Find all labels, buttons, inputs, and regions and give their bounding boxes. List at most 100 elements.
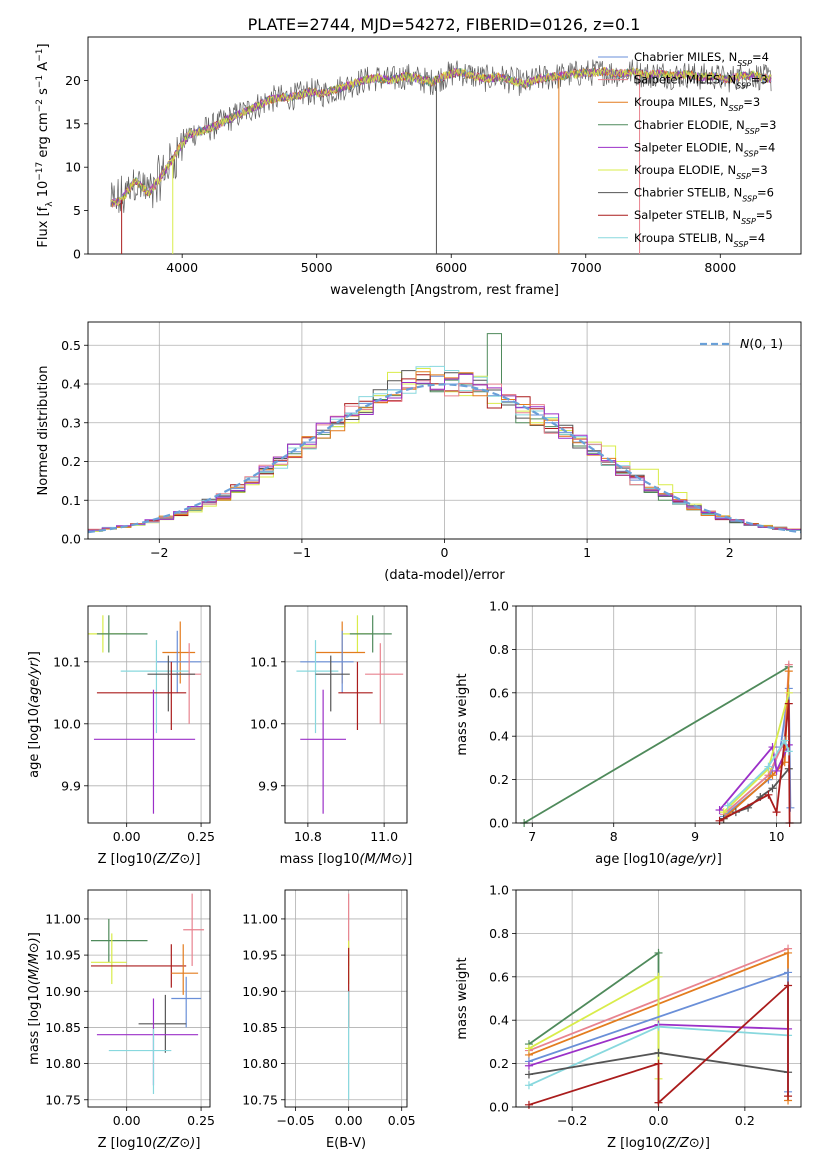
weight-marker <box>654 1098 663 1107</box>
y-tick-label: 0.8 <box>489 642 509 657</box>
y-tick-label: 10.80 <box>45 1056 81 1071</box>
y-tick-label: 0.1 <box>61 493 81 508</box>
y-tick-label: 10.0 <box>53 716 81 731</box>
weight-marker <box>654 948 663 957</box>
x-tick-label: 11.0 <box>370 829 398 844</box>
weight-line <box>528 951 660 1103</box>
weight-marker <box>772 766 781 775</box>
weight-marker <box>784 699 793 708</box>
weight-marker <box>654 1022 663 1031</box>
legend-label: Kroupa MILES, NSSP=3 <box>634 95 760 113</box>
legend-label: Kroupa STELIB, NSSP=4 <box>634 231 765 249</box>
x-tick-label: 10 <box>769 829 785 844</box>
errorbar-group <box>90 893 205 1094</box>
weight-marker <box>784 968 793 977</box>
y-tick-label: 0.2 <box>61 454 81 469</box>
y-axis-label: mass weight <box>455 957 470 1039</box>
x-axis-label: wavelength [Angstrom, rest frame] <box>330 283 559 298</box>
y-tick-label: 0.6 <box>489 969 509 984</box>
weight-marker <box>524 1044 533 1053</box>
weight-marker <box>784 747 793 756</box>
y-tick-label: 9.9 <box>258 778 278 793</box>
legend-label: Chabrier MILES, NSSP=4 <box>634 50 769 68</box>
x-axis-label: (data-model)/error <box>384 568 505 583</box>
weight-marker <box>764 762 773 771</box>
x-axis-label: E(B-V) <box>326 1136 366 1151</box>
plot-frame <box>87 321 802 540</box>
y-tick-label: 10 <box>65 160 81 175</box>
y-tick-label: 10.85 <box>45 1020 81 1035</box>
y-tick-label: 0.4 <box>61 377 81 392</box>
y-tick-label: 10.85 <box>242 1020 278 1035</box>
plot-frame <box>515 889 802 1108</box>
x-tick-label: 0.25 <box>187 829 215 844</box>
x-tick-label: 0.25 <box>187 1113 215 1128</box>
y-tick-label: 10.80 <box>242 1056 278 1071</box>
y-tick-label: 0.8 <box>489 926 509 941</box>
y-tick-label: 10.0 <box>250 716 278 731</box>
legend-label: N(0, 1) <box>740 336 783 351</box>
y-tick-label: 5 <box>73 203 81 218</box>
errorbar-group <box>296 615 404 814</box>
legend-label: Salpeter STELIB, NSSP=5 <box>634 208 773 226</box>
y-tick-label: 11.00 <box>242 911 278 926</box>
x-tick-label: 0.2 <box>735 1113 755 1128</box>
x-tick-label: 0.05 <box>388 1113 416 1128</box>
weight-marker <box>768 771 777 780</box>
x-tick-label: 10.8 <box>294 829 322 844</box>
x-axis-label: mass [log10(M/M⊙)] <box>280 852 413 867</box>
weight-marker <box>715 816 724 825</box>
plot-frame <box>87 889 211 1108</box>
x-tick-label: 5000 <box>301 260 333 275</box>
y-tick-label: 10.90 <box>45 984 81 999</box>
x-tick-label: 8000 <box>704 260 736 275</box>
x-tick-label: 7000 <box>570 260 602 275</box>
weight-line <box>727 738 790 807</box>
weight-marker <box>784 948 793 957</box>
weight-marker <box>715 805 724 814</box>
histogram-step <box>88 380 801 530</box>
legend-label: Chabrier STELIB, NSSP=6 <box>634 186 774 204</box>
errorbar-group <box>88 615 202 814</box>
x-tick-label: 1 <box>583 545 591 560</box>
y-tick-label: 0.4 <box>489 1013 509 1028</box>
y-tick-label: 0.2 <box>489 772 509 787</box>
x-axis-label: Z [log10(Z/Z⊙)] <box>98 1136 201 1151</box>
histogram-step <box>88 365 801 531</box>
x-axis-label: Z [log10(Z/Z⊙)] <box>607 1136 710 1151</box>
histogram-step <box>88 373 801 531</box>
figure-title: PLATE=2744, MJD=54272, FIBERID=0126, z=0… <box>248 15 641 34</box>
x-tick-label: 4000 <box>166 260 198 275</box>
y-tick-label: 0.0 <box>489 816 509 831</box>
weight-marker <box>764 790 773 799</box>
y-tick-label: 0.0 <box>61 532 81 547</box>
y-axis-label: mass [log10(M/M⊙)] <box>27 932 42 1065</box>
plot-frame <box>515 605 802 824</box>
x-tick-label: 0 <box>441 545 449 560</box>
y-tick-label: 10.75 <box>242 1092 278 1107</box>
weight-marker <box>784 981 793 990</box>
x-tick-label: −0.05 <box>276 1113 314 1128</box>
gaussian-curve <box>87 383 802 534</box>
y-tick-label: 0 <box>73 247 81 262</box>
y-tick-label: 9.9 <box>61 778 81 793</box>
y-tick-label: 10.90 <box>242 984 278 999</box>
y-tick-label: 0.6 <box>489 685 509 700</box>
y-axis-label: age [log10(age/yr)] <box>27 651 42 778</box>
y-tick-label: 0.0 <box>489 1100 509 1115</box>
y-tick-label: 1.0 <box>489 883 509 898</box>
weight-marker <box>768 784 777 793</box>
x-tick-label: 8 <box>610 829 618 844</box>
y-tick-label: 15 <box>65 116 81 131</box>
x-axis-label: Z [log10(Z/Z⊙)] <box>98 852 201 867</box>
y-tick-label: 10.75 <box>45 1092 81 1107</box>
weight-marker <box>524 1100 533 1109</box>
y-axis-label: mass weight <box>455 673 470 755</box>
x-tick-label: 0.00 <box>335 1113 363 1128</box>
plot-frame <box>284 605 408 824</box>
legend-label: Chabrier ELODIE, NSSP=3 <box>634 118 776 136</box>
legend-label: Salpeter ELODIE, NSSP=4 <box>634 140 775 158</box>
x-tick-label: 0.00 <box>113 1113 141 1128</box>
